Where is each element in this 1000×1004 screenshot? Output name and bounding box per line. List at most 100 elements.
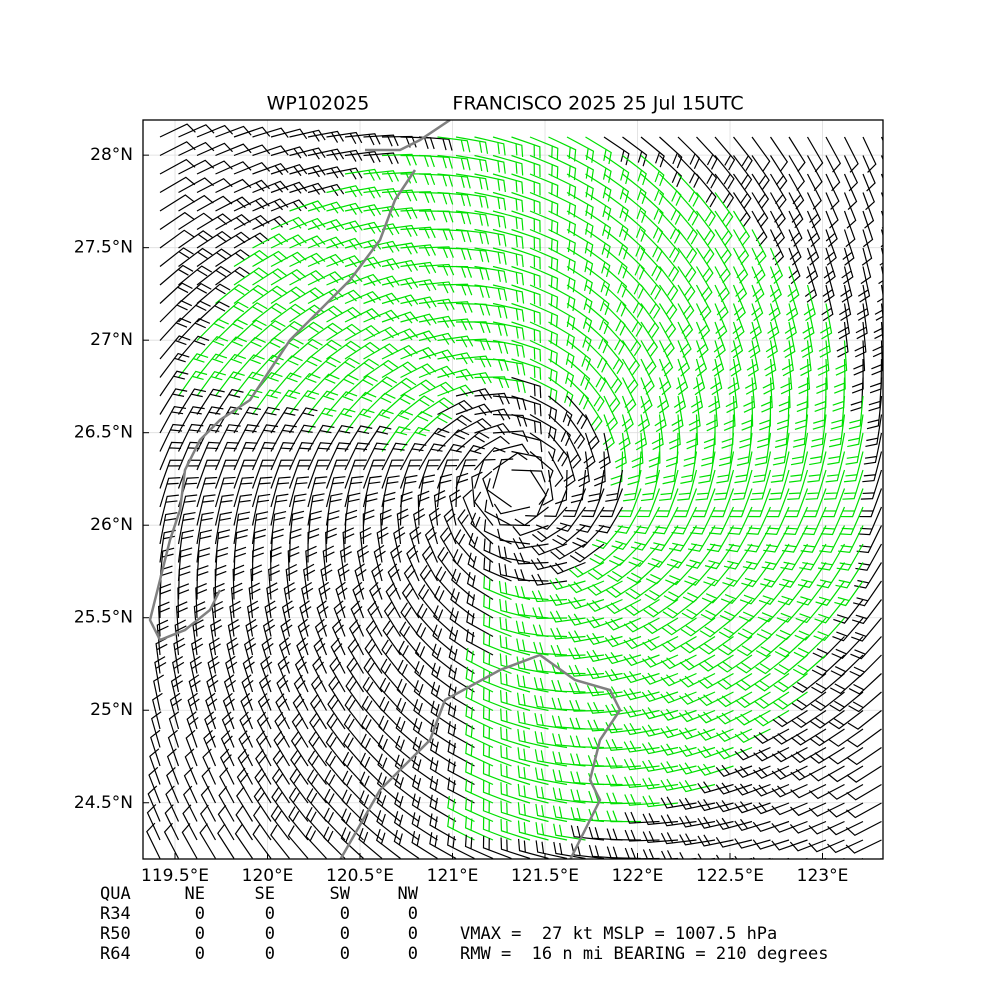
wind-barb [170,674,184,711]
wind-barb [530,557,568,571]
wind-barb [677,247,697,283]
wind-barb [159,335,191,360]
wind-barb [692,488,716,518]
wind-barb [306,788,327,822]
wind-barb [697,709,734,724]
wind-barb [483,613,512,638]
wind-barb [200,804,217,841]
wind-barb [587,469,605,503]
wind-barb [768,284,781,322]
wind-barb [714,192,734,227]
wind-barb [159,352,190,378]
wind-barb [754,691,790,710]
wind-barb [566,265,593,295]
wind-barb [734,728,771,744]
wind-barb [500,782,531,804]
wind-barb [794,395,809,431]
wind-barb [666,543,697,569]
wind-barb [836,321,849,358]
y-tick-label: 25°N [90,700,133,720]
table-header: NE [185,884,205,904]
wind-barb [466,610,494,638]
wind-barb [757,599,790,623]
wind-barb [252,162,289,176]
wind-barb [363,343,399,360]
wind-barb [344,256,382,269]
wind-barb [648,432,661,468]
wind-barb [159,494,179,526]
wind-barb [470,512,494,545]
wind-barb [367,600,383,637]
wind-barb [266,582,279,619]
wind-barb [758,580,790,605]
wind-barb [428,507,441,545]
wind-barb [658,358,672,396]
wind-barb [641,742,679,755]
wind-barb [778,377,791,413]
wind-barb [437,247,472,261]
wind-barb [511,210,541,233]
wind-barb [741,395,754,431]
wind-barb [172,656,185,693]
wind-barb [566,340,592,371]
wind-barb [464,797,494,823]
wind-barb [774,636,808,658]
wind-barb [588,790,623,804]
wind-barb [182,804,198,841]
wind-barb [806,210,821,248]
wind-barb [749,303,762,340]
wind-barb [241,674,254,711]
wind-barb [343,713,364,748]
wind-barb [492,413,528,427]
wind-barb [660,761,697,774]
wind-barb [677,284,695,321]
wind-barb [748,488,772,518]
wind-barb [788,247,801,285]
wind-barb [326,149,363,162]
wind-barb [517,838,549,859]
wind-barb [381,344,418,360]
wind-barb [227,619,240,656]
wind-barb [326,391,358,415]
wind-barb [307,219,345,232]
wind-barb [215,284,250,304]
wind-barb [825,210,838,248]
wind-barb [511,191,541,214]
wind-barb [799,340,812,377]
wind-barb [492,173,524,194]
wind-barb [697,763,734,776]
wind-barb [233,179,270,194]
wind-barb [548,432,569,467]
wind-barb [500,819,531,841]
wind-barb [500,800,531,823]
wind-barb [322,545,335,582]
wind-barb [326,237,363,250]
wind-barb [788,136,806,173]
wind-barb [363,409,394,434]
wind-barb [196,476,218,508]
wind-barb [662,451,679,485]
wind-barb [857,506,883,536]
wind-barb [381,242,418,255]
wind-barb [751,192,769,228]
wind-barb [196,388,225,415]
wind-barb [827,802,864,818]
wind-barb [803,488,827,518]
wind-barb [753,765,790,780]
wind-barb [544,488,568,517]
wind-barb [511,154,541,178]
wind-barb [492,443,530,455]
wind-barb [771,802,808,816]
wind-barb [568,682,605,695]
wind-barb [326,323,362,342]
wind-barb [642,635,679,651]
wind-barb [717,654,753,673]
wind-barb [660,832,697,845]
wind-barb [811,654,845,677]
table-cell: 0 [265,904,275,924]
wind-barb [307,356,341,378]
wind-barb [862,192,875,229]
wind-barb [842,469,864,500]
wind-barb [258,674,272,711]
wind-barb [604,669,642,682]
